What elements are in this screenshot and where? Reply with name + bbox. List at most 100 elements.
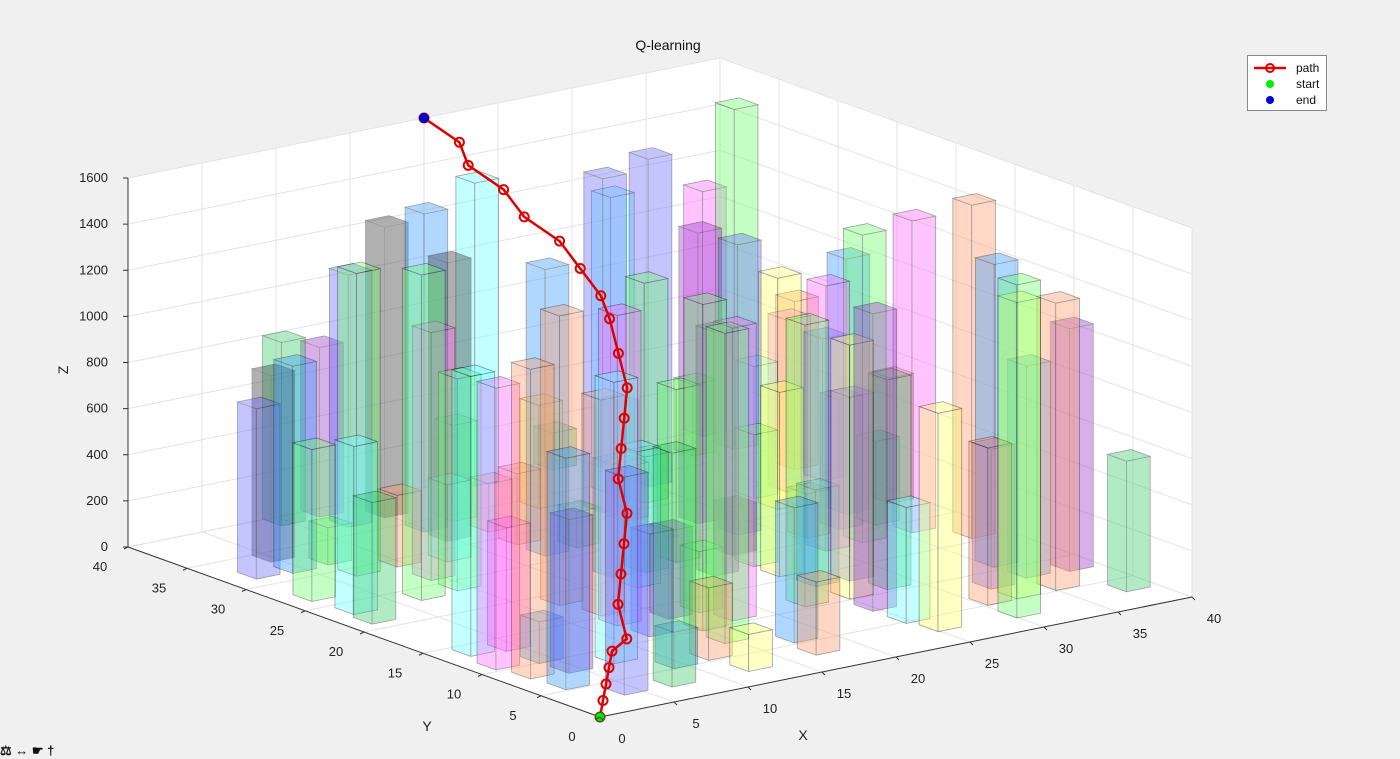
z-tick-label: 600 xyxy=(86,401,108,416)
path-point xyxy=(612,473,624,485)
bar-top-face xyxy=(556,499,602,513)
bar-side-face xyxy=(628,151,649,488)
bar-top-face xyxy=(1106,449,1152,462)
obstacle-bar xyxy=(805,273,852,552)
bar-side-face xyxy=(428,255,448,542)
bar-side-face xyxy=(718,237,738,536)
bar-front-face xyxy=(1016,297,1041,600)
obstacle-bar xyxy=(401,262,447,602)
bar-front-face xyxy=(575,506,601,549)
bar-side-face xyxy=(328,267,349,528)
obstacle-bar xyxy=(766,308,813,493)
bar-front-face xyxy=(430,327,456,582)
path-point xyxy=(606,645,618,657)
obstacle-bar xyxy=(855,429,901,526)
obstacle-bar xyxy=(825,247,872,515)
obstacle-bar xyxy=(532,421,578,471)
bar-side-face xyxy=(427,477,448,563)
z-tick-label: 0 xyxy=(101,539,108,554)
x-tick-label: 20 xyxy=(911,671,925,686)
bar-top-face xyxy=(401,262,447,276)
obstacle-bar xyxy=(818,387,865,531)
obstacle-bar xyxy=(852,301,898,612)
bar-top-face xyxy=(629,522,676,535)
obstacle-bar xyxy=(717,232,763,536)
obstacle-bar xyxy=(468,471,514,533)
bar-side-face xyxy=(511,361,531,680)
bar-side-face xyxy=(273,358,294,574)
obstacle-bar xyxy=(688,575,734,661)
bar-side-face xyxy=(1050,321,1070,573)
bar-side-face xyxy=(803,331,823,482)
bar-top-face xyxy=(548,507,595,521)
obstacle-bar xyxy=(548,507,595,674)
obstacle-bar xyxy=(891,208,938,534)
bar-side-face xyxy=(519,397,540,510)
bar-front-face xyxy=(255,403,281,580)
bar-side-face xyxy=(604,469,625,696)
bar-front-face xyxy=(396,490,422,568)
obstacle-bar xyxy=(327,263,374,528)
bar-top-face xyxy=(829,385,876,398)
bar-front-face xyxy=(838,394,864,531)
x-tick-mark xyxy=(747,686,752,691)
legend-item-start: start xyxy=(1248,76,1326,92)
x-tick-mark xyxy=(1043,626,1048,631)
x-tick-mark xyxy=(1191,596,1196,601)
obstacle-bar xyxy=(712,316,758,622)
bar-front-face xyxy=(421,269,446,601)
bar-side-face xyxy=(775,294,795,471)
obstacle-bar xyxy=(539,303,585,607)
obstacle-bar xyxy=(333,434,379,616)
bar-top-face xyxy=(510,357,556,370)
y-tick-label: 0 xyxy=(568,729,575,744)
bar-side-face xyxy=(652,445,673,688)
x-tick-mark xyxy=(673,701,678,706)
bar-side-face xyxy=(968,440,989,606)
obstacle-bar xyxy=(432,413,479,522)
obstacle-bar xyxy=(672,372,718,457)
bar-side-face xyxy=(729,627,750,673)
bar-side-face xyxy=(1036,295,1057,592)
bar-side-face xyxy=(689,580,710,661)
bar-top-face xyxy=(996,290,1043,303)
z-tick-label: 1400 xyxy=(79,216,108,231)
bar-side-face xyxy=(952,197,973,540)
bar-front-face xyxy=(736,239,762,536)
bar-side-face xyxy=(683,297,704,632)
gridline-z xyxy=(127,57,1193,229)
bar-front-face xyxy=(311,444,336,603)
bar-side-face xyxy=(683,184,703,437)
obstacle-bar xyxy=(580,388,627,617)
bar-top-face xyxy=(291,437,338,450)
bar-side-face xyxy=(867,372,888,591)
obstacle-bar xyxy=(475,376,522,671)
obstacle-bar xyxy=(524,257,571,557)
bar-side-face xyxy=(649,523,670,620)
bar-front-face xyxy=(495,382,521,671)
obstacle-bar xyxy=(1049,316,1095,573)
bar-front-face xyxy=(805,488,831,539)
obstacle-bar xyxy=(712,494,758,557)
y-tick-mark xyxy=(595,716,601,720)
x-tick-mark xyxy=(969,641,974,646)
obstacle-bar xyxy=(728,622,774,673)
obstacle-bar xyxy=(624,445,671,574)
bar-top-face xyxy=(891,208,938,222)
bar-side-face xyxy=(853,306,874,612)
bar-side-face xyxy=(549,512,570,674)
bar-side-face xyxy=(630,526,651,638)
obstacle-bar xyxy=(682,292,728,632)
bar-front-face xyxy=(544,264,570,557)
bar-front-face xyxy=(911,215,937,534)
legend-item-path: path xyxy=(1248,60,1326,76)
bar-side-face xyxy=(337,266,357,577)
bar-top-face xyxy=(299,335,345,348)
bar-side-face xyxy=(469,476,490,533)
bar-top-face xyxy=(496,461,543,475)
gridline-z xyxy=(127,195,1193,367)
bar-side-face xyxy=(476,380,497,671)
path-point xyxy=(615,568,627,580)
bar-top-face xyxy=(580,388,627,401)
bar-front-face xyxy=(675,384,701,563)
